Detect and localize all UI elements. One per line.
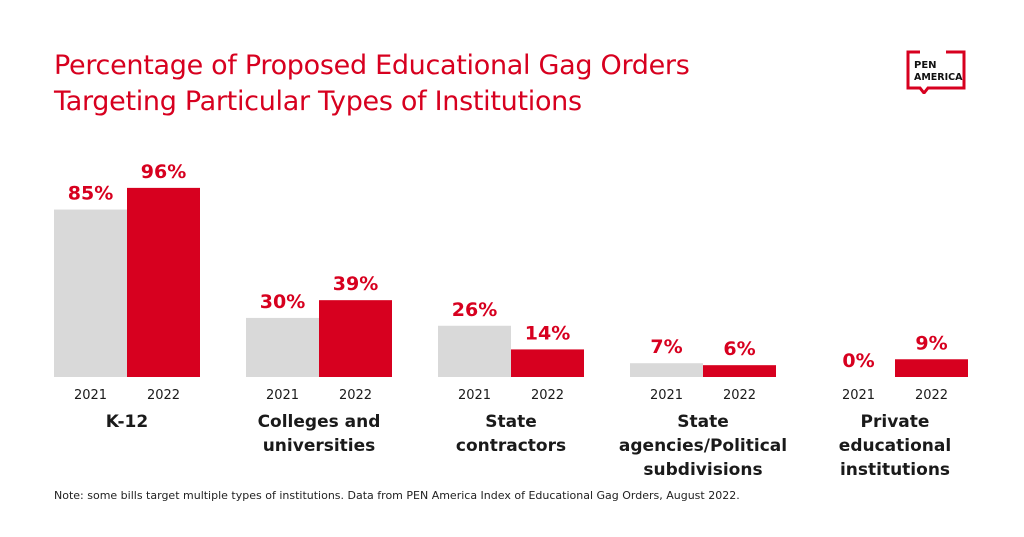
x-tick-label: 2022 xyxy=(915,388,948,403)
x-tick-label: 2021 xyxy=(842,388,875,403)
data-label: 39% xyxy=(333,273,378,295)
category-label: educational xyxy=(839,436,951,456)
category-label: universities xyxy=(263,436,376,456)
data-label: 30% xyxy=(260,291,305,313)
pen-america-logo: PEN AMERICA xyxy=(906,50,966,94)
bar-2022 xyxy=(703,365,776,377)
category-label: subdivisions xyxy=(643,460,762,480)
category-label: State xyxy=(677,412,729,432)
category-label: agencies/Political xyxy=(619,436,787,456)
data-label: 0% xyxy=(842,350,874,372)
bar-2022 xyxy=(511,349,584,377)
bar-2021 xyxy=(246,317,319,377)
category-label: contractors xyxy=(456,436,566,456)
bar-2021 xyxy=(54,209,127,377)
data-label: 85% xyxy=(68,183,113,205)
data-label: 14% xyxy=(525,322,570,344)
x-tick-label: 2022 xyxy=(723,388,756,403)
bar-2022 xyxy=(319,300,392,377)
category-label: institutions xyxy=(840,460,950,480)
svg-text:PEN: PEN xyxy=(914,60,937,71)
data-label: 96% xyxy=(141,161,186,183)
data-label: 26% xyxy=(452,299,497,321)
x-tick-label: 2021 xyxy=(74,388,107,403)
data-label: 9% xyxy=(915,332,947,354)
category-label: Colleges and xyxy=(258,412,381,432)
x-tick-label: 2021 xyxy=(266,388,299,403)
bar-2021 xyxy=(630,363,703,377)
category-label: Private xyxy=(861,412,930,432)
bar-2022 xyxy=(895,359,968,377)
x-tick-label: 2022 xyxy=(147,388,180,403)
bar-2022 xyxy=(127,187,200,377)
bar-2021 xyxy=(438,325,511,377)
category-label: State xyxy=(485,412,537,432)
x-tick-label: 2021 xyxy=(458,388,491,403)
category-label: K-12 xyxy=(106,412,148,432)
x-tick-label: 2022 xyxy=(531,388,564,403)
x-tick-label: 2021 xyxy=(650,388,683,403)
footnote: Note: some bills target multiple types o… xyxy=(54,489,740,502)
x-tick-label: 2022 xyxy=(339,388,372,403)
data-label: 6% xyxy=(723,338,755,360)
data-label: 7% xyxy=(650,336,682,358)
svg-text:AMERICA: AMERICA xyxy=(914,72,963,83)
title-line-1: Percentage of Proposed Educational Gag O… xyxy=(54,50,690,81)
chart-title: Percentage of Proposed Educational Gag O… xyxy=(54,48,690,120)
title-line-2: Targeting Particular Types of Institutio… xyxy=(54,86,582,117)
